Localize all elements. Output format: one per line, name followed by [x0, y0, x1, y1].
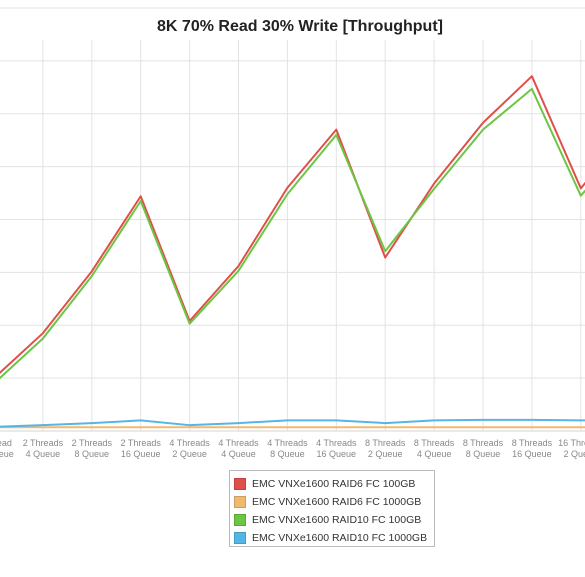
legend-item[interactable]: EMC VNXe1600 RAID6 FC 100GB	[234, 475, 434, 493]
x-tick-label: 2 Threads 8 Queue	[72, 438, 113, 459]
chart-title: 8K 70% Read 30% Write [Throughput]	[157, 18, 443, 35]
legend-swatch	[234, 514, 246, 526]
series-line-3	[0, 418, 585, 428]
x-tick-label: 8 Threads 8 Queue	[463, 438, 504, 459]
x-tick-label: 1 Thread16 Queue	[0, 438, 14, 459]
x-tick-label: 8 Threads 16 Queue	[512, 438, 553, 459]
x-tick-label: 4 Threads 8 Queue	[267, 438, 308, 459]
legend-swatch	[234, 532, 246, 544]
gridlines	[0, 7, 585, 432]
x-tick-label: 4 Threads 2 Queue	[169, 438, 210, 459]
legend-label: EMC VNXe1600 RAID6 FC 100GB	[252, 478, 416, 490]
series-line-0	[0, 75, 585, 374]
legend-swatch	[234, 496, 246, 508]
legend-item[interactable]: EMC VNXe1600 RAID10 FC 100GB	[234, 511, 434, 529]
legend-swatch	[234, 478, 246, 490]
series-line-2	[0, 87, 585, 380]
legend-label: EMC VNXe1600 RAID10 FC 100GB	[252, 514, 422, 526]
x-tick-label: 4 Threads 4 Queue	[218, 438, 259, 459]
legend-item[interactable]: EMC VNXe1600 RAID6 FC 1000GB	[234, 493, 434, 511]
x-tick-label: 4 Threads 16 Queue	[316, 438, 357, 459]
x-tick-label: 8 Threads 4 Queue	[414, 438, 455, 459]
series-lines	[0, 75, 585, 429]
x-tick-label: 2 Threads 16 Queue	[121, 438, 162, 459]
legend-label: EMC VNXe1600 RAID10 FC 1000GB	[252, 532, 428, 544]
x-tick-label: 2 Threads 4 Queue	[23, 438, 64, 459]
legend: EMC VNXe1600 RAID6 FC 100GB EMC VNXe1600 …	[229, 470, 435, 547]
legend-label: EMC VNXe1600 RAID6 FC 1000GB	[252, 496, 422, 508]
x-tick-label: 8 Threads 2 Queue	[365, 438, 406, 459]
legend-item[interactable]: EMC VNXe1600 RAID10 FC 1000GB	[234, 529, 434, 547]
